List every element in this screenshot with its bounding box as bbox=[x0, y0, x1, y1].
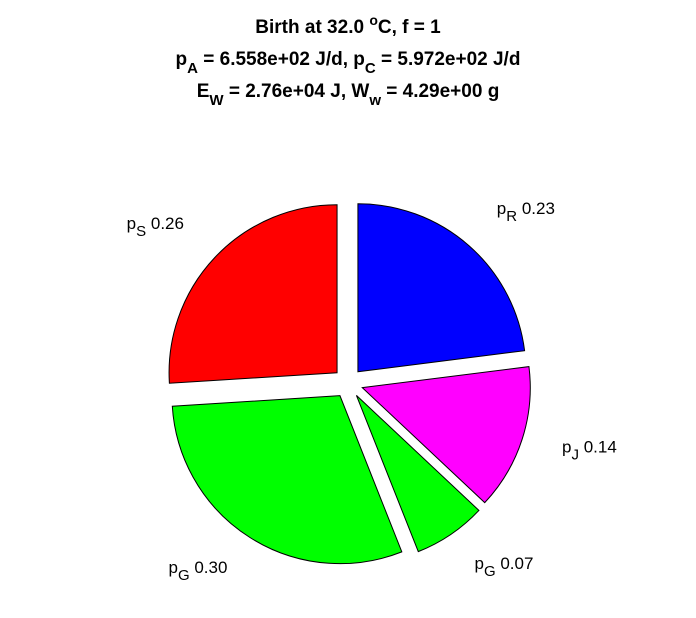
data-label: 0.07 bbox=[500, 554, 533, 573]
title-segment: Birth at 32.0 bbox=[255, 17, 369, 38]
chart-title: pA = 6.558e+02 J/d, pC = 5.972e+02 J/d bbox=[176, 49, 521, 77]
pie-slice bbox=[361, 366, 531, 504]
label-sub: G bbox=[484, 563, 496, 580]
title-segment: p bbox=[176, 49, 188, 70]
label-sub: G bbox=[178, 567, 190, 584]
pie-slice bbox=[168, 204, 338, 384]
pie-slice bbox=[355, 395, 480, 553]
label-name: p bbox=[474, 554, 483, 573]
title-segment: = 6.558e+02 J/d, p bbox=[198, 49, 365, 70]
data-label: 0.14 bbox=[584, 438, 617, 457]
title-segment: w bbox=[368, 92, 381, 109]
slice-label: pG 0.30 bbox=[168, 558, 227, 584]
pie-slice bbox=[357, 203, 526, 373]
data-label: 0.26 bbox=[151, 214, 184, 233]
title-segment: o bbox=[369, 12, 378, 28]
label-name: p bbox=[497, 199, 506, 218]
label-name: p bbox=[168, 558, 177, 577]
chart-title: EW = 2.76e+04 J, Ww = 4.29e+00 g bbox=[197, 81, 500, 109]
label-sub: S bbox=[136, 223, 146, 240]
title-segment: C bbox=[365, 60, 376, 77]
slice-label: pR 0.23 bbox=[497, 199, 555, 225]
title-segment: = 4.29e+00 g bbox=[381, 81, 499, 102]
slice-label: pG 0.07 bbox=[474, 554, 533, 580]
label-sub: J bbox=[571, 447, 579, 464]
title-segment: W bbox=[209, 92, 224, 109]
title-segment: E bbox=[197, 81, 210, 102]
title-segment: = 5.972e+02 J/d bbox=[376, 49, 521, 70]
chart-title: Birth at 32.0 oC, f = 1 bbox=[255, 12, 441, 38]
title-segment: C, f = 1 bbox=[378, 17, 441, 38]
slice-label: pJ 0.14 bbox=[562, 438, 617, 464]
label-name: p bbox=[562, 438, 571, 457]
pie-slice bbox=[171, 395, 403, 565]
data-label: 0.23 bbox=[522, 199, 555, 218]
title-segment: A bbox=[187, 60, 198, 77]
label-name: p bbox=[127, 214, 136, 233]
title-segment: = 2.76e+04 J, W bbox=[224, 81, 370, 102]
data-label: 0.30 bbox=[194, 558, 227, 577]
slice-label: pS 0.26 bbox=[127, 214, 184, 240]
label-sub: R bbox=[506, 208, 517, 225]
